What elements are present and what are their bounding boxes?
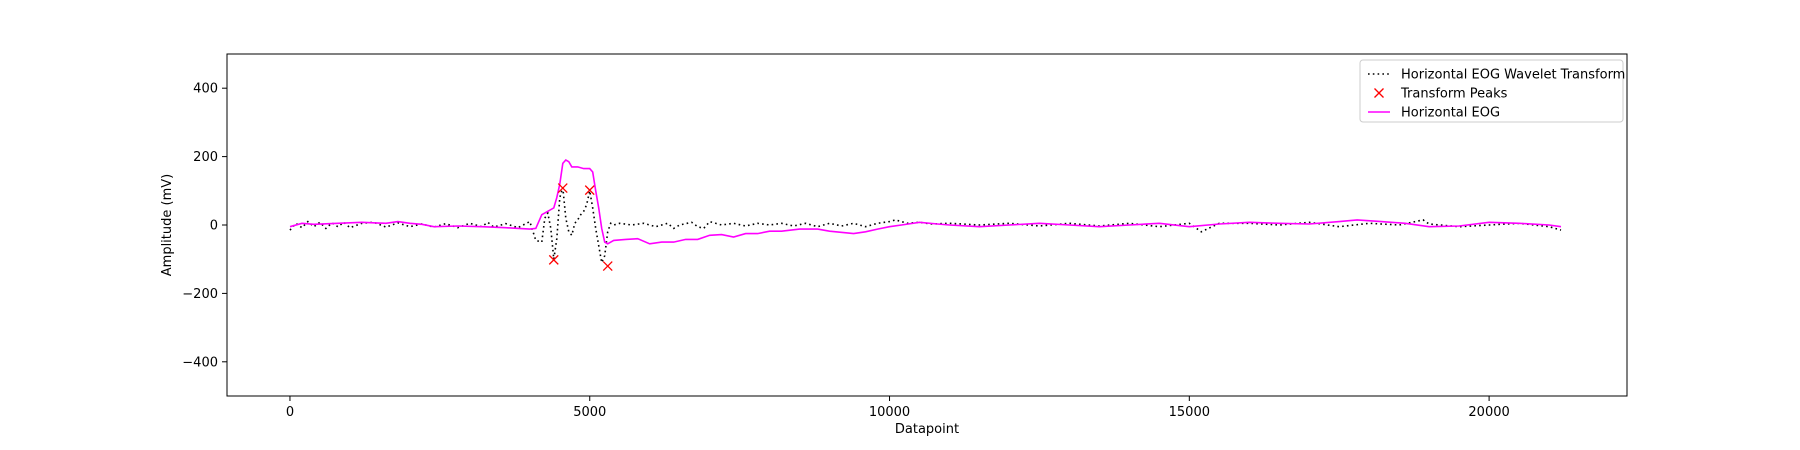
series-line-wavelet-transform <box>289 187 1562 266</box>
peak-marker <box>548 254 559 265</box>
y-tick-label: 200 <box>193 150 218 165</box>
legend-box <box>1359 59 1624 123</box>
y-tick-label: 400 <box>193 82 218 97</box>
y-tick-label: −200 <box>182 287 218 302</box>
x-axis-label: Datapoint <box>895 422 959 437</box>
x-tick-label: 15000 <box>1169 405 1210 420</box>
x-tick-label: 10000 <box>869 405 910 420</box>
peak-marker <box>557 183 568 194</box>
legend-label-wavelet-transform: Horizontal EOG Wavelet Transform <box>1401 68 1625 83</box>
y-tick-label: −400 <box>182 355 218 370</box>
legend-label-horizontal-eog: Horizontal EOG <box>1401 106 1500 121</box>
peak-marker <box>602 261 613 271</box>
y-axis: −400 −200 0 200 400 <box>182 82 227 370</box>
legend-peak-marker <box>1374 88 1384 98</box>
x-axis: 0 5000 10000 15000 20000 <box>286 396 1510 420</box>
plot-area <box>289 158 1562 271</box>
peak-marker <box>584 185 595 196</box>
legend-swatch-transform-peaks <box>1374 88 1384 98</box>
series-line-horizontal-eog <box>289 158 1562 245</box>
x-tick-label: 0 <box>286 405 294 420</box>
y-axis-label: Amplitude (mV) <box>160 174 175 276</box>
legend-label-transform-peaks: Transform Peaks <box>1400 87 1508 102</box>
y-tick-label: 0 <box>210 219 218 234</box>
legend: Horizontal EOG Wavelet Transform Transfo… <box>1359 59 1625 123</box>
transform-peaks-markers <box>548 183 613 271</box>
x-tick-label: 20000 <box>1468 405 1509 420</box>
x-tick-label: 5000 <box>573 405 606 420</box>
